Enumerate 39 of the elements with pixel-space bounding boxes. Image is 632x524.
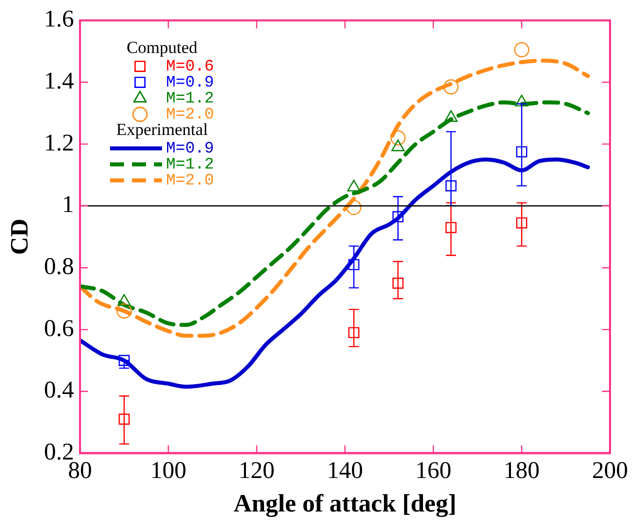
y-axis-title: CD xyxy=(6,218,34,255)
y-tick-label: 1.2 xyxy=(44,130,74,156)
point xyxy=(348,259,360,270)
x-tick-label: 140 xyxy=(327,458,363,484)
y-tick-label: 0.6 xyxy=(44,316,74,342)
x-tick-label: 120 xyxy=(238,458,275,484)
x-tick-label: 160 xyxy=(415,458,452,484)
point xyxy=(392,278,404,289)
point xyxy=(445,222,457,234)
x-tick-label: 100 xyxy=(150,458,186,484)
line-series xyxy=(80,58,590,338)
line-series xyxy=(80,158,590,389)
legend-label: M=0.6 xyxy=(166,58,214,76)
x-tick-label: 180 xyxy=(504,458,540,484)
point xyxy=(443,79,459,94)
legend-label: M=1.2 xyxy=(166,156,214,174)
y-tick-label: 1.6 xyxy=(44,6,74,33)
point xyxy=(445,180,457,192)
y-tick-label: 0.4 xyxy=(44,378,74,404)
point xyxy=(118,414,130,425)
point xyxy=(514,42,530,58)
legend-label: M=0.9 xyxy=(166,74,214,92)
y-tick-label: 1.4 xyxy=(44,68,74,95)
legend-title: Computed xyxy=(126,38,198,57)
point xyxy=(348,327,360,338)
x-tick-label: 200 xyxy=(592,458,628,484)
point xyxy=(118,354,130,366)
point xyxy=(116,303,132,319)
point xyxy=(346,200,362,216)
y-tick-label: 1 xyxy=(62,192,74,218)
legend-label: M=1.2 xyxy=(166,90,214,108)
point xyxy=(392,211,404,222)
point xyxy=(390,130,406,146)
y-tick-label: 0.8 xyxy=(44,254,74,280)
legend-label: M=2.0 xyxy=(166,172,214,190)
point xyxy=(516,217,528,228)
point xyxy=(516,146,528,158)
x-axis-title: Angle of attack [deg] xyxy=(234,490,456,518)
legend-label: M=0.9 xyxy=(166,140,214,158)
